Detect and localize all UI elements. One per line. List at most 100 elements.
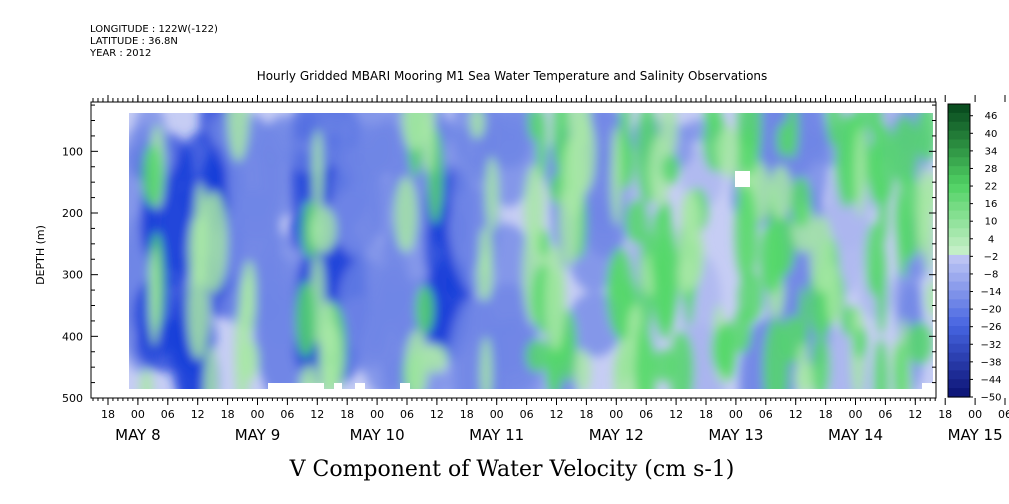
colorbar-band	[948, 290, 970, 300]
x-tick-label: 06	[639, 408, 653, 421]
colorbar-band	[948, 352, 970, 363]
positive-patch	[835, 113, 859, 209]
positive-patch	[661, 154, 681, 185]
colorbar-band	[948, 325, 970, 336]
colorbar-label: −8	[984, 269, 999, 280]
positive-patch	[734, 184, 758, 284]
negative-patch	[372, 125, 397, 172]
colorbar-band	[948, 175, 970, 185]
x-day-label: MAY 8	[115, 426, 161, 444]
positive-patch	[476, 251, 493, 302]
x-tick-label: 06	[998, 408, 1009, 421]
x-tick-label: 18	[340, 408, 354, 421]
plot-frame	[90, 101, 937, 399]
colorbar-band	[948, 104, 970, 114]
colorbar-label: −2	[984, 252, 999, 263]
heatmap-field	[129, 113, 933, 389]
positive-patch	[570, 113, 591, 150]
colorbar-label: 16	[985, 199, 998, 210]
positive-patch	[905, 322, 933, 365]
colorbar-band	[948, 166, 970, 176]
x-tick-label: 06	[400, 408, 414, 421]
positive-patch	[790, 176, 812, 228]
colorbar-band	[948, 210, 970, 221]
positive-patch	[737, 113, 762, 176]
positive-patch	[562, 134, 586, 218]
colorbar-label: −14	[980, 287, 1001, 298]
positive-patch	[480, 336, 493, 389]
colorbar-label: −44	[980, 375, 1001, 386]
negative-patch	[258, 122, 298, 167]
positive-patch	[634, 334, 657, 389]
x-tick-label: 06	[520, 408, 534, 421]
positive-patch	[405, 330, 429, 389]
missing-data	[400, 383, 410, 389]
x-tick-label: 06	[878, 408, 892, 421]
positive-patch	[769, 165, 792, 220]
colorbar-band	[948, 388, 970, 398]
positive-patch	[894, 342, 908, 389]
colorbar-band	[948, 112, 970, 123]
x-tick-label: 18	[819, 408, 833, 421]
colorbar-label: 4	[988, 234, 994, 245]
positive-patch	[786, 113, 799, 160]
x-tick-label: 18	[221, 408, 235, 421]
x-axis: 18 00 06 12 18 00 06 12 18 00 06 12 18 00 06 12 18 00 06 12…	[92, 398, 1009, 444]
colorbar-label: −20	[980, 305, 1001, 316]
y-axis: 100 200 300 400 500	[62, 104, 936, 405]
x-day-label: MAY 11	[469, 426, 524, 444]
positive-patch	[139, 368, 153, 389]
colorbar-band	[948, 263, 970, 274]
positive-patch	[704, 113, 721, 131]
field-structures	[129, 113, 933, 389]
positive-patch	[525, 339, 548, 373]
positive-patch	[809, 215, 834, 294]
x-tick-label: 00	[968, 408, 982, 421]
x-day-label: MAY 14	[828, 426, 883, 444]
y-tick-label: 300	[62, 269, 83, 282]
x-tick-label: 18	[101, 408, 115, 421]
colorbar-label: 34	[985, 146, 998, 157]
header-info: LONGITUDE : 122W(-122) LATITUDE : 36.8N …	[90, 24, 218, 60]
x-tick-label: 18	[579, 408, 593, 421]
y-axis-label: DEPTH (m)	[34, 225, 47, 285]
missing-data	[334, 383, 342, 389]
positive-patch	[295, 281, 317, 358]
positive-patch	[610, 126, 622, 226]
colorbar-band	[948, 183, 970, 194]
positive-patch	[854, 127, 866, 219]
positive-patch	[238, 275, 256, 338]
colorbar-label: −38	[980, 357, 1001, 368]
x-tick-label: 12	[191, 408, 205, 421]
y-tick-label: 200	[62, 207, 83, 220]
colorbar-label: 28	[985, 164, 998, 175]
missing-data-patches	[268, 171, 933, 389]
positive-patch	[559, 309, 577, 382]
colorbar-band	[948, 272, 970, 283]
longitude-label: LONGITUDE : 122W(-122)	[90, 24, 218, 35]
y-tick-label: 400	[62, 330, 83, 343]
x-tick-label: 12	[430, 408, 444, 421]
positive-patch	[811, 334, 831, 389]
colorbar-band	[948, 130, 970, 141]
colorbar-band	[948, 237, 970, 247]
colorbar-band	[948, 139, 970, 149]
colorbar-band	[948, 308, 970, 318]
colorbar-band	[948, 379, 970, 389]
colorbar-band	[948, 219, 970, 229]
colorbar-band	[948, 334, 970, 345]
colorbar-label: 40	[985, 129, 998, 140]
positive-patch	[659, 113, 678, 161]
positive-patch	[853, 327, 867, 359]
positive-patch	[227, 113, 250, 162]
year-label: YEAR : 2012	[90, 48, 152, 59]
y-tick-label: 100	[62, 145, 83, 158]
positive-patch	[141, 144, 163, 207]
colorbar-band	[948, 361, 970, 371]
colorbar-band	[948, 246, 970, 256]
missing-data	[922, 383, 933, 389]
colorbar-label: −26	[980, 322, 1001, 333]
colorbar-band	[948, 201, 970, 212]
x-tick-label: 18	[460, 408, 474, 421]
colorbar-band	[948, 370, 970, 380]
